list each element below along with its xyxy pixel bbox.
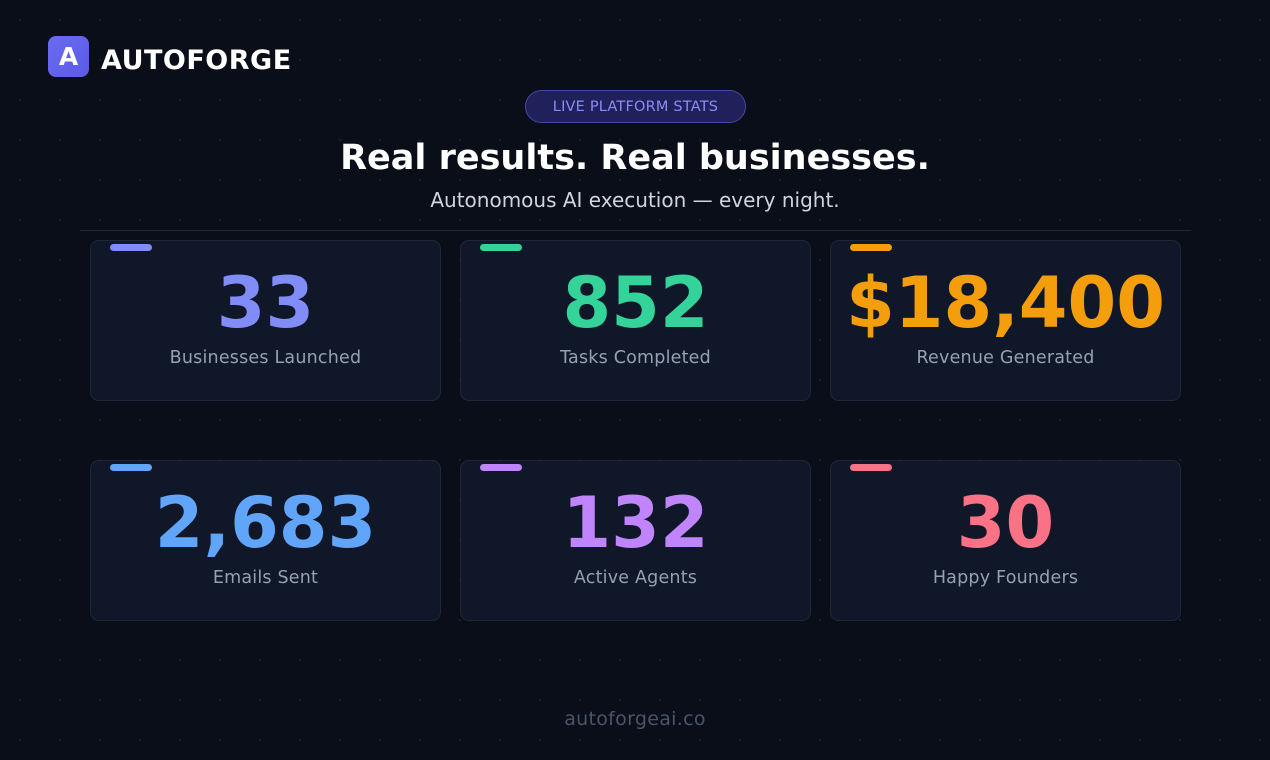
brand[interactable]: A AUTOFORGE [48, 36, 292, 77]
stat-value: 132 [562, 482, 709, 564]
stat-label: Tasks Completed [560, 348, 711, 368]
stat-label: Active Agents [573, 568, 698, 588]
stat-card-businesses-launched: 33 Businesses Launched [90, 240, 441, 401]
stat-label: Emails Sent [212, 568, 319, 588]
live-stats-badge: LIVE PLATFORM STATS [525, 90, 746, 123]
card-accent-bar [850, 244, 892, 251]
stat-label: Businesses Launched [169, 348, 362, 368]
card-accent-bar [850, 464, 892, 471]
stat-card-tasks-completed: 852 Tasks Completed [460, 240, 811, 401]
page-subtitle: Autonomous AI execution — every night. [430, 188, 840, 212]
stat-label: Happy Founders [932, 568, 1079, 588]
stat-value: 30 [956, 482, 1055, 564]
stat-card-emails-sent: 2,683 Emails Sent [90, 460, 441, 621]
page-title: Real results. Real businesses. [340, 138, 930, 178]
stat-value: $18,400 [846, 262, 1165, 344]
stat-card-active-agents: 132 Active Agents [460, 460, 811, 621]
stat-value: 852 [562, 262, 709, 344]
stat-value: 33 [216, 262, 315, 344]
card-accent-bar [110, 244, 152, 251]
footer-url[interactable]: autoforgeai.co [564, 708, 706, 730]
card-accent-bar [110, 464, 152, 471]
card-accent-bar [480, 464, 522, 471]
divider [80, 230, 1191, 231]
brand-name: AUTOFORGE [101, 45, 292, 76]
stat-value: 2,683 [154, 482, 377, 564]
stat-card-revenue-generated: $18,400 Revenue Generated [830, 240, 1181, 401]
stat-label: Revenue Generated [916, 348, 1095, 368]
card-accent-bar [480, 244, 522, 251]
stat-card-happy-founders: 30 Happy Founders [830, 460, 1181, 621]
logo-icon: A [48, 36, 89, 77]
